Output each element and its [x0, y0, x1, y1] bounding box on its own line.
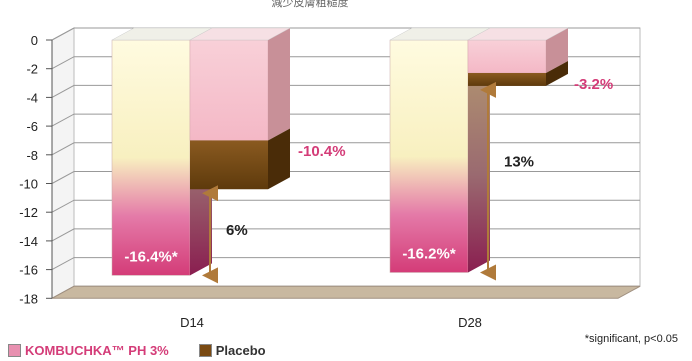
data-label-placebo: -3.2%: [574, 76, 613, 93]
x-tick-label: D14: [180, 315, 204, 330]
bar-placebo-cap-side: [268, 128, 290, 190]
y-tick-label: -18: [19, 291, 38, 306]
floor: [51, 285, 641, 299]
bar-placebo: [467, 39, 547, 74]
legend-item-kombuchka: KOMBUCHKA™ PH 3%: [8, 343, 169, 358]
y-tick-label: -14: [19, 234, 38, 249]
y-tick-label: -16: [19, 263, 38, 278]
legend: KOMBUCHKA™ PH 3% Placebo: [8, 343, 296, 358]
bar-kombuchka: [389, 39, 469, 273]
y-tick-label: -4: [26, 90, 38, 105]
bar-placebo-top: [189, 27, 291, 41]
bar-kombuchka: [111, 39, 191, 276]
y-tick-label: -10: [19, 177, 38, 192]
y-axis: 0 -2 -4 -6 -8 -10 -12 -14 -16 -18: [19, 33, 53, 306]
y-tick-label: 0: [31, 33, 38, 48]
legend-label-placebo: Placebo: [215, 343, 266, 358]
legend-item-placebo: Placebo: [198, 343, 266, 358]
y-tick-label: -12: [19, 205, 38, 220]
bar-placebo-cap: [190, 140, 268, 190]
bar-placebo-side: [546, 28, 568, 74]
legend-label-kombuchka: KOMBUCHKA™ PH 3%: [25, 343, 169, 358]
y-tick-label: -6: [26, 119, 38, 134]
bar-placebo-top: [467, 27, 569, 41]
data-label-placebo: -10.4%: [298, 143, 346, 160]
bar-placebo: [189, 39, 269, 141]
data-label-kombuchka: -16.2%*: [402, 245, 456, 262]
y-tick-label: -8: [26, 148, 38, 163]
bar-placebo-cap: [468, 73, 546, 86]
footnote: *significant, p<0.05: [584, 333, 678, 345]
legend-swatch-kombuchka: [8, 344, 21, 357]
y-tick-label: -2: [26, 62, 38, 77]
bar-placebo-cap-side: [546, 61, 568, 86]
bar-placebo-side: [268, 28, 290, 141]
data-label-kombuchka: -16.4%*: [124, 248, 178, 265]
difference-label: 6%: [226, 222, 248, 239]
data-labels: -16.4%* -10.4% 6% D14 -16.2%* -3.2% 13% D28: [124, 76, 613, 330]
difference-label: 13%: [504, 153, 534, 170]
x-tick-label: D28: [458, 315, 482, 330]
legend-swatch-placebo: [198, 344, 212, 357]
side-wall: [51, 27, 75, 300]
chart-title: 減少皮膚粗糙度: [271, 0, 349, 8]
